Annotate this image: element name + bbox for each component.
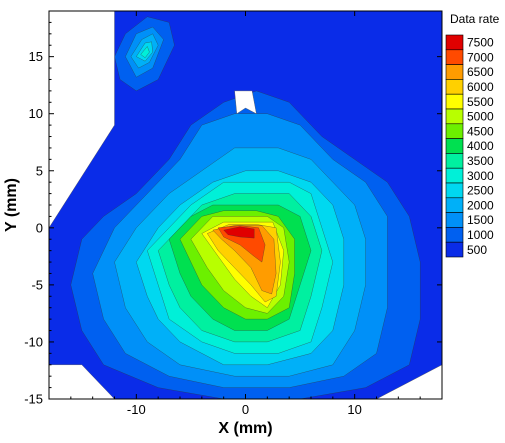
legend-swatch (445, 49, 464, 65)
legend-swatch (445, 93, 464, 110)
legend-swatch (445, 167, 464, 184)
legend-label: 3500 (467, 154, 494, 168)
legend-label: 2000 (467, 198, 494, 212)
axes: -10 0 10 -15 -10 -5 0 5 10 15 (24, 10, 443, 417)
x-tick-label: 10 (347, 402, 361, 417)
legend-label: 500 (467, 243, 487, 257)
legend-swatch (445, 34, 464, 51)
y-tick-label: 15 (29, 49, 43, 64)
x-axis-title: X (mm) (218, 420, 272, 437)
y-tick-label: -10 (24, 334, 43, 349)
legend-label: 7500 (467, 36, 494, 50)
legend-swatch (445, 182, 464, 199)
y-axis-title: Y (mm) (3, 178, 20, 232)
no-data-region-4 (234, 90, 257, 115)
legend-label: 6500 (467, 65, 494, 79)
y-tick-label: 5 (36, 163, 43, 178)
legend-swatch (445, 123, 464, 139)
no-data-region-1 (49, 11, 115, 229)
legend-label: 1500 (467, 213, 494, 227)
legend-label: 7000 (467, 50, 494, 64)
x-tick-label: 0 (242, 402, 249, 417)
legend-swatch (445, 241, 464, 258)
plot-area (49, 11, 442, 399)
contour-level-7500 (223, 226, 255, 239)
legend-label: 4000 (467, 139, 494, 153)
legend-label: 4500 (467, 124, 494, 138)
legend-swatch (445, 227, 464, 243)
legend: Data rate 750070006500600055005000450040… (445, 12, 500, 258)
legend-label: 1000 (467, 228, 494, 242)
contour-level-3000 (140, 46, 150, 58)
legend-label: 5500 (467, 95, 494, 109)
y-tick-label: -15 (24, 392, 43, 407)
legend-swatch (445, 108, 464, 125)
legend-label: 3000 (467, 169, 494, 183)
legend-label: 6000 (467, 80, 494, 94)
legend-swatch (445, 153, 464, 169)
x-tick-label: -10 (127, 402, 146, 417)
legend-label: 5000 (467, 110, 494, 124)
legend-swatch (445, 197, 464, 213)
legend-swatch (445, 64, 464, 80)
y-tick-label: 10 (29, 106, 43, 121)
legend-title: Data rate (450, 12, 500, 26)
no-data-region-2 (49, 364, 115, 399)
legend-swatch (445, 138, 464, 154)
y-tick-label: -5 (31, 277, 43, 292)
legend-label: 2500 (467, 184, 494, 198)
legend-swatch (445, 79, 464, 95)
y-tick-label: 0 (36, 220, 43, 235)
legend-swatch (445, 212, 464, 228)
